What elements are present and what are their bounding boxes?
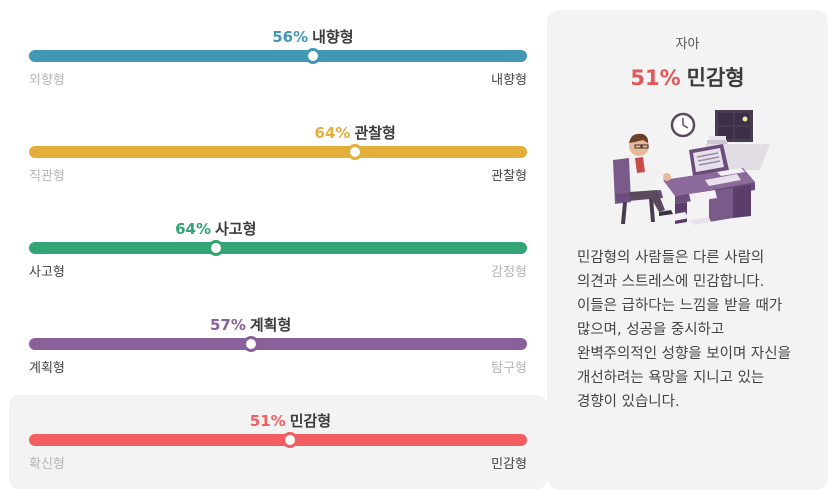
trait-right-label: 감정형 xyxy=(491,265,527,280)
trait-left-label: 확신형 xyxy=(29,457,65,472)
trait-left-label: 사고형 xyxy=(29,265,65,280)
trait-left-label: 계획형 xyxy=(29,361,65,376)
trait-bar xyxy=(29,144,527,160)
trait-percent: 57% xyxy=(209,316,246,334)
person-at-desk-illustration xyxy=(613,110,770,225)
panel-title: 51% 민감형 xyxy=(547,62,828,92)
trait-title: 64% 사고형 xyxy=(175,218,256,239)
trait-bar xyxy=(29,336,527,352)
trait-title: 51% 민감형 xyxy=(250,410,331,431)
trait-bar xyxy=(29,240,527,256)
trait-row-tactics[interactable]: 57% 계획형 계획형 탐구형 xyxy=(9,310,547,405)
trait-name: 민감형 xyxy=(289,412,332,430)
trait-name: 내향형 xyxy=(312,28,354,46)
trait-title: 64% 관찰형 xyxy=(315,122,396,143)
panel-description: 민감형의 사람들은 다른 사람의 의견과 스트레스에 민감합니다. 이들은 급하… xyxy=(577,250,791,410)
trait-knob xyxy=(242,336,259,352)
trait-knob xyxy=(282,432,299,448)
trait-title: 57% 계획형 xyxy=(210,314,291,335)
trait-right-label: 관찰형 xyxy=(491,169,527,184)
trait-name: 계획형 xyxy=(249,316,292,334)
trait-row-mind[interactable]: 56% 내향형 외향형 내향형 xyxy=(9,22,547,117)
trait-row-nature[interactable]: 64% 사고형 사고형 감정형 xyxy=(9,214,547,309)
trait-left-label: 직관형 xyxy=(29,169,65,184)
trait-bar xyxy=(29,432,527,448)
trait-percent: 56% xyxy=(272,28,309,46)
trait-right-label: 내향형 xyxy=(491,73,527,88)
trait-name: 사고형 xyxy=(215,220,257,238)
trait-bar xyxy=(29,48,527,64)
trait-knob xyxy=(207,240,224,256)
trait-name: 관찰형 xyxy=(354,124,396,142)
trait-right-label: 탐구형 xyxy=(491,361,527,376)
panel-percent: 51% xyxy=(630,66,681,90)
trait-right-label: 민감형 xyxy=(491,457,527,472)
trait-left-label: 외향형 xyxy=(29,73,65,88)
trait-knob xyxy=(347,144,364,160)
panel-trait-name: 민감형 xyxy=(686,66,745,90)
trait-title: 56% 내향형 xyxy=(272,26,353,47)
trait-row-energy[interactable]: 64% 관찰형 직관형 관찰형 xyxy=(9,118,547,213)
trait-row-inner: 51% 민감형 확신형 민감형 xyxy=(9,406,547,486)
trait-percent: 64% xyxy=(175,220,211,238)
trait-knob xyxy=(304,48,321,64)
trait-percent: 51% xyxy=(249,412,286,430)
trait-row-identity[interactable]: 51% 민감형 확신형 민감형 xyxy=(9,395,547,489)
trait-detail-panel: 자아 51% 민감형 xyxy=(547,10,828,490)
panel-category: 자아 xyxy=(675,37,700,52)
trait-percent: 64% xyxy=(314,124,351,142)
